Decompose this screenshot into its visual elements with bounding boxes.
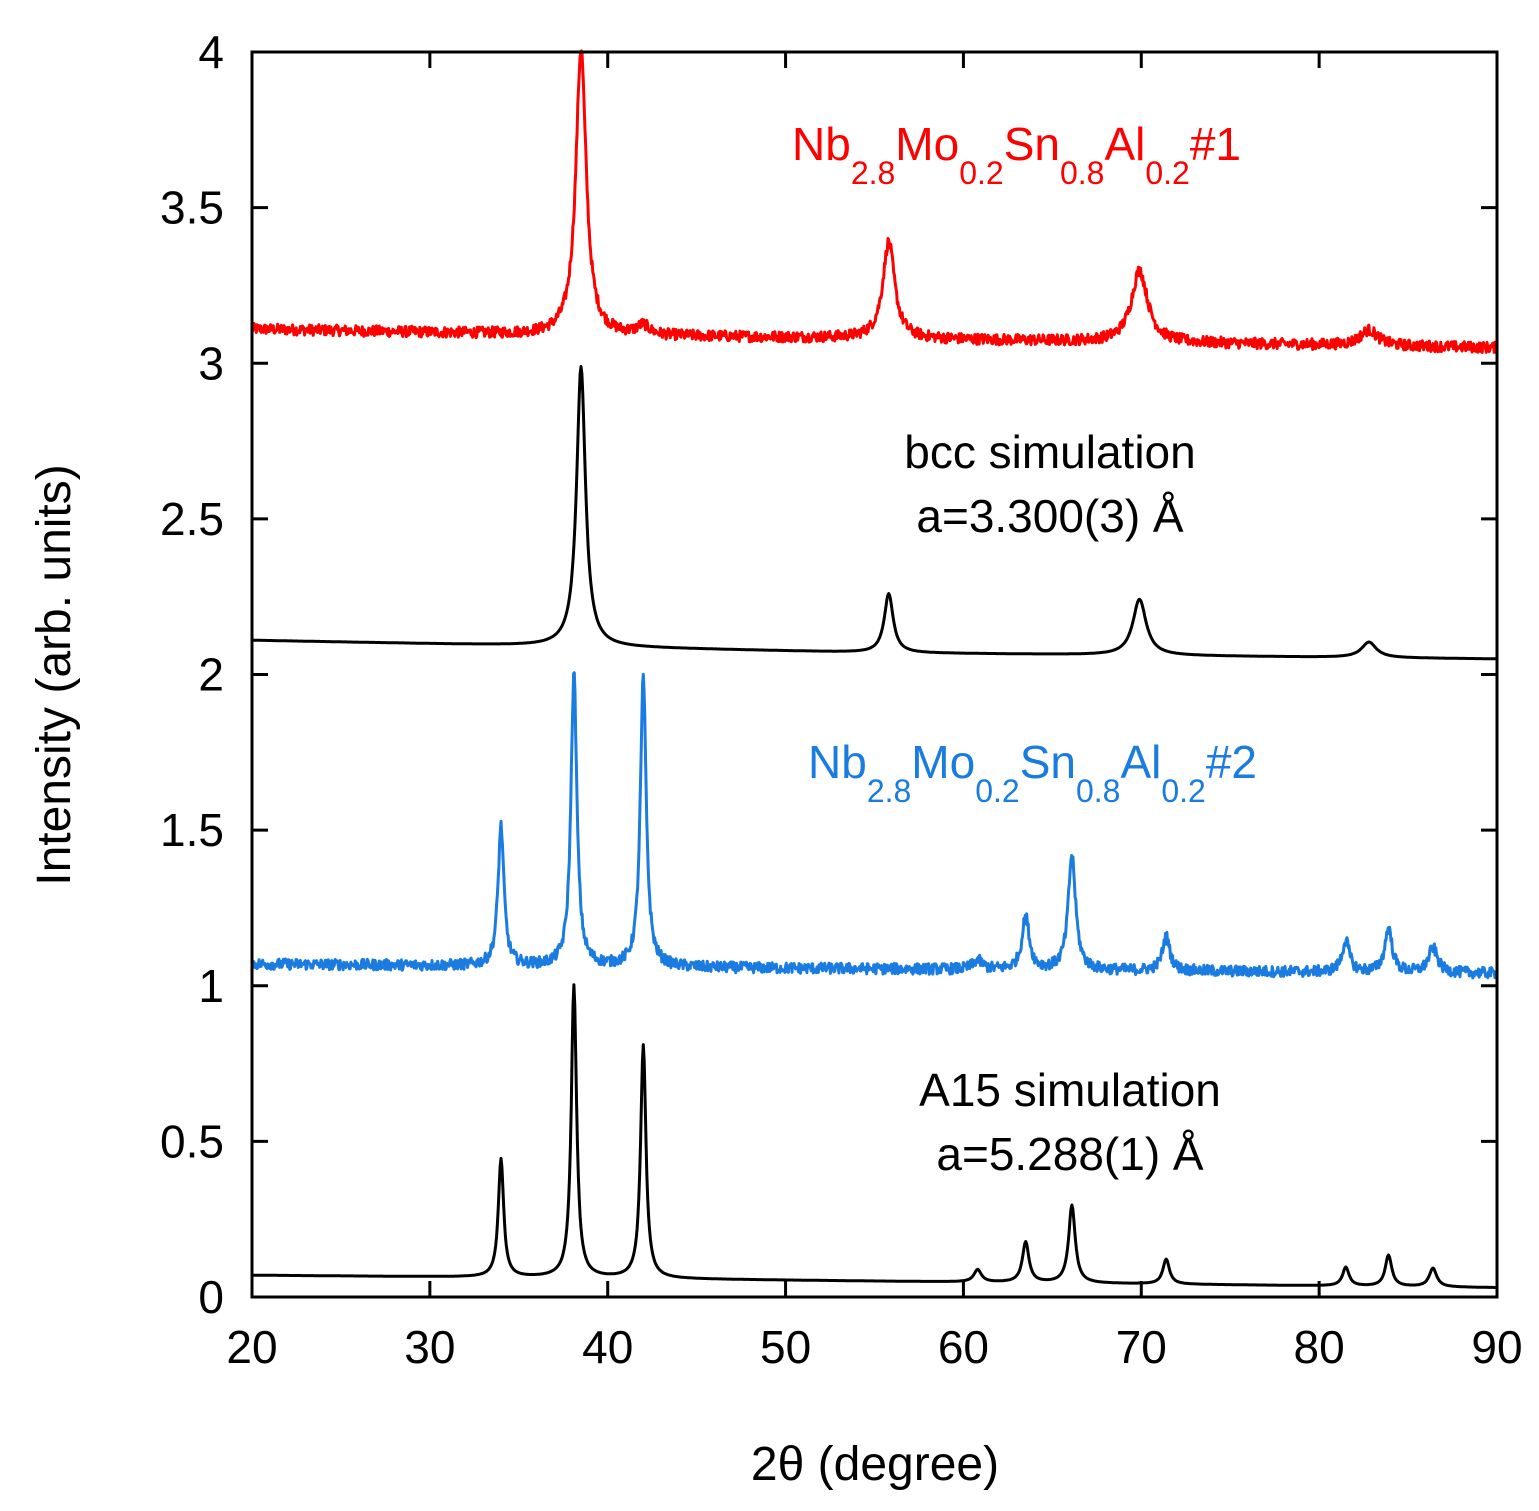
formula-subscript: 0.2 (975, 773, 1019, 809)
formula-text: #1 (1190, 118, 1241, 170)
tick-layer: 20 30 40 50 60 70 80 90 0 0.5 1 1.5 2 2.5 3 3.5 4 (160, 26, 1523, 1373)
formula-text: Sn (1004, 118, 1060, 170)
label-bcc-simulation-line-2: a=3.300(3) Å (916, 490, 1184, 542)
formula-subscript: 2.8 (851, 155, 895, 191)
label-bcc-simulation-line-1: bcc simulation (904, 426, 1195, 478)
series-line-4 (251, 983, 1498, 1289)
formula-text: Mo (895, 118, 959, 170)
y-tick-label-3.5: 3.5 (160, 182, 224, 234)
series-line-1 (250, 49, 1499, 355)
x-tick-label-60: 60 (938, 1321, 989, 1373)
formula-text: #2 (1206, 736, 1257, 788)
label-a15-simulation-line-1: A15 simulation (919, 1064, 1221, 1116)
x-tick-label-20: 20 (226, 1321, 277, 1373)
x-tick-label-70: 70 (1116, 1321, 1167, 1373)
y-tick-label-2.5: 2.5 (160, 493, 224, 545)
y-tick-label-3: 3 (198, 337, 224, 389)
formula-text: Nb (792, 118, 851, 170)
y-tick-label-2: 2 (198, 649, 224, 701)
label-series-1: Nb2.8Mo0.2Sn0.8Al0.2#1 (792, 118, 1241, 191)
formula-text: Nb (808, 736, 867, 788)
series-layer (250, 49, 1499, 1289)
formula-text: Al (1120, 736, 1161, 788)
x-tick-label-40: 40 (582, 1321, 633, 1373)
y-tick-label-1.5: 1.5 (160, 804, 224, 856)
x-axis-title: 2θ (degree) (751, 1438, 999, 1491)
x-tick-label-90: 90 (1471, 1321, 1522, 1373)
formula-text: Mo (911, 736, 975, 788)
formula-text: Sn (1020, 736, 1076, 788)
series-line-3 (250, 671, 1499, 980)
formula-subscript: 0.8 (1076, 773, 1120, 809)
label-a15-simulation-line-2: a=5.288(1) Å (936, 1128, 1204, 1180)
y-tick-label-0: 0 (198, 1271, 224, 1323)
formula-subscript: 0.2 (959, 155, 1003, 191)
x-tick-label-30: 30 (404, 1321, 455, 1373)
formula-subscript: 0.2 (1145, 155, 1189, 191)
y-tick-label-0.5: 0.5 (160, 1115, 224, 1167)
formula-subscript: 0.2 (1161, 773, 1205, 809)
formula-subscript: 2.8 (867, 773, 911, 809)
y-tick-label-1: 1 (198, 960, 224, 1012)
formula-text: Al (1104, 118, 1145, 170)
y-axis-title: Intensity (arb. units) (28, 464, 81, 886)
x-tick-label-50: 50 (760, 1321, 811, 1373)
x-tick-label-80: 80 (1294, 1321, 1345, 1373)
y-tick-label-4: 4 (198, 26, 224, 78)
formula-subscript: 0.8 (1060, 155, 1104, 191)
series-line-2 (251, 365, 1498, 661)
label-series-2: Nb2.8Mo0.2Sn0.8Al0.2#2 (808, 736, 1257, 809)
plot-frame (250, 50, 1499, 1299)
